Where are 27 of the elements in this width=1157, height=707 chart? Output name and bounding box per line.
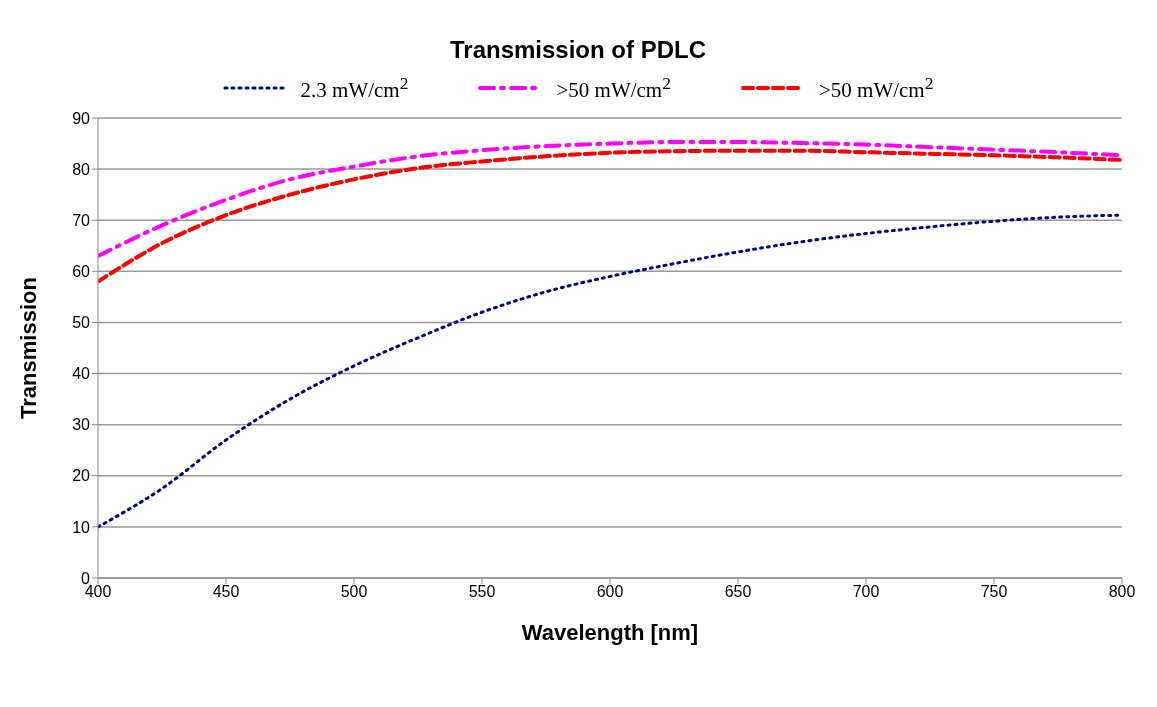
line-series <box>98 148 1122 284</box>
y-tick-label: 20 <box>72 467 91 485</box>
x-tick-label: 650 <box>724 583 752 601</box>
x-axis-title: Wavelength [nm] <box>521 620 699 645</box>
y-tick-label: 80 <box>72 160 91 178</box>
legend-label: 2.3 mW/cm$^{2}$ <box>300 73 409 103</box>
line-series <box>98 140 1122 258</box>
y-tick-label: 40 <box>72 365 91 383</box>
x-tick-label: 500 <box>340 583 368 601</box>
x-tick-label: 700 <box>852 583 880 601</box>
y-tick-label: 90 <box>72 109 91 127</box>
line-series <box>98 213 1122 529</box>
x-tick-label: 600 <box>596 583 624 601</box>
y-tick-label: 60 <box>72 263 91 281</box>
y-tick-label: 10 <box>72 518 91 536</box>
x-tick-label: 450 <box>212 583 240 601</box>
legend-label: >50 mW/cm$^{2}$ <box>556 73 671 103</box>
y-tick-label: 30 <box>72 416 91 434</box>
chart-title: Transmission of PDLC <box>448 35 707 65</box>
x-tick-label: 800 <box>1108 583 1136 601</box>
y-tick-label: 70 <box>72 211 91 229</box>
legend-label: >50 mW/cm$^{2}$ <box>818 73 934 103</box>
y-axis-title: Transmission <box>15 277 41 419</box>
x-tick-label: 400 <box>84 583 112 601</box>
x-tick-label: 750 <box>980 583 1008 601</box>
x-tick-label: 550 <box>468 583 496 601</box>
y-tick-label: 50 <box>72 314 91 332</box>
